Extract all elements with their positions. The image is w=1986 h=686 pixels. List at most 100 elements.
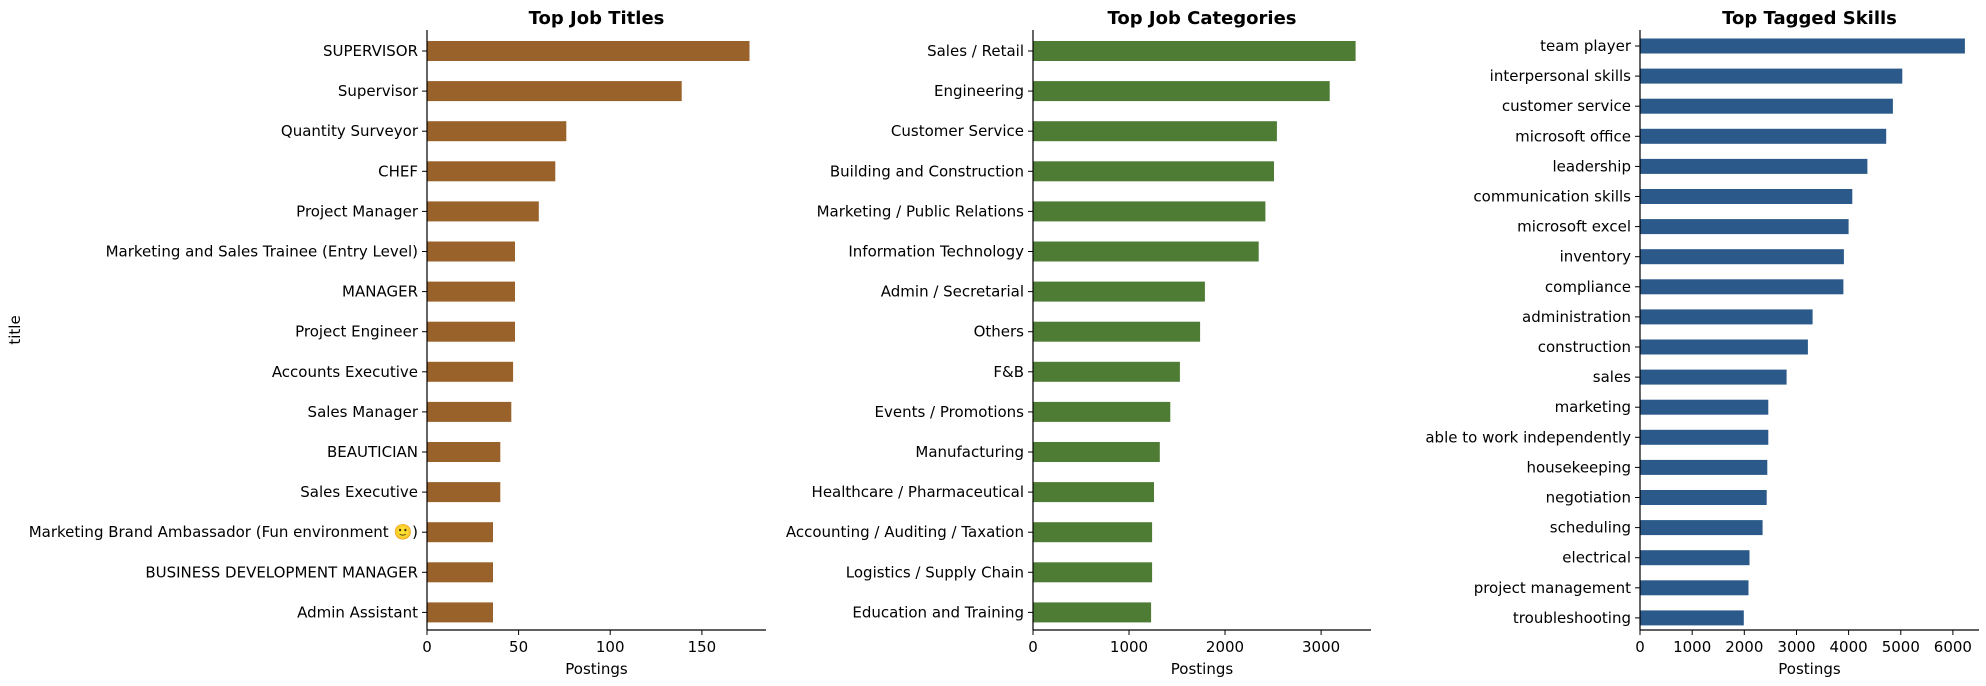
bar-housekeeping	[1640, 459, 1768, 475]
bar-sales-retail	[1033, 41, 1356, 61]
y-tick-label: Sales Manager	[308, 403, 419, 421]
x-tick-label: 6000	[1934, 638, 1972, 656]
chart-title: Top Tagged Skills	[1722, 8, 1897, 29]
bar-business-development-manager	[427, 562, 493, 583]
y-tick-label: MANAGER	[342, 283, 418, 301]
y-tick-label: Customer Service	[891, 122, 1024, 140]
x-tick-label: 100	[596, 638, 625, 656]
y-tick-label: Information Technology	[848, 243, 1024, 261]
y-tick-label: marketing	[1555, 398, 1631, 416]
y-tick-label: customer service	[1502, 97, 1631, 115]
bar-quantity-surveyor	[427, 121, 567, 142]
bar-chef	[427, 161, 556, 182]
bar-marketing-and-sales-trainee-entry-level	[427, 241, 515, 262]
bar-team-player	[1640, 38, 1965, 54]
bar-project-management	[1640, 580, 1749, 596]
y-tick-label: Project Engineer	[295, 323, 419, 341]
bar-supervisor	[427, 41, 750, 61]
y-tick-label: Sales / Retail	[927, 42, 1024, 60]
y-tick-label: Admin Assistant	[297, 603, 418, 621]
bar-engineering	[1033, 81, 1330, 102]
bar-others	[1033, 321, 1201, 342]
y-tick-label: Sales Executive	[300, 483, 418, 501]
y-tick-label: BUSINESS DEVELOPMENT MANAGER	[145, 563, 418, 581]
bar-admin-secretarial	[1033, 281, 1205, 302]
y-tick-label: Marketing / Public Relations	[817, 202, 1025, 220]
bar-microsoft-excel	[1640, 219, 1849, 235]
bar-interpersonal-skills	[1640, 68, 1903, 84]
bar-project-engineer	[427, 321, 515, 342]
chart-panel-3: Top Tagged Skills team player interpersona…	[1425, 8, 1979, 678]
bar-negotiation	[1640, 490, 1767, 505]
bar-marketing-brand-ambassador-fun-environment	[427, 522, 493, 543]
x-tick-label: 2000	[1725, 638, 1763, 656]
y-tick-label: BEAUTICIAN	[327, 443, 418, 461]
bar-manufacturing	[1033, 442, 1160, 462]
bar-electrical	[1640, 550, 1750, 566]
bar-events-promotions	[1033, 401, 1171, 422]
y-tick-label: leadership	[1552, 157, 1631, 175]
y-tick-label: interpersonal skills	[1490, 67, 1631, 85]
y-tick-label: Manufacturing	[915, 443, 1024, 461]
y-tick-label: communication skills	[1473, 188, 1631, 206]
bar-healthcare-pharmaceutical	[1033, 482, 1154, 503]
y-tick-label: administration	[1522, 308, 1631, 326]
bar-manager	[427, 281, 515, 302]
bar-marketing	[1640, 399, 1769, 415]
bar-beautician	[427, 442, 501, 462]
x-tick-label: 1000	[1673, 638, 1711, 656]
x-tick-label: 1000	[1110, 638, 1148, 656]
y-tick-label: construction	[1538, 338, 1631, 356]
x-tick-label: 0	[1635, 638, 1645, 656]
bar-accounting-auditing-taxation	[1033, 522, 1153, 543]
bar-information-technology	[1033, 241, 1259, 262]
y-tick-label: Admin / Secretarial	[881, 283, 1024, 301]
bar-building-and-construction	[1033, 161, 1274, 182]
y-tick-label: Logistics / Supply Chain	[846, 563, 1024, 581]
y-tick-label: Engineering	[934, 82, 1024, 100]
y-tick-label: scheduling	[1550, 519, 1631, 537]
bar-scheduling	[1640, 520, 1763, 536]
y-axis-title: title	[6, 315, 24, 344]
y-tick-label: F&B	[993, 363, 1024, 381]
x-axis-title: Postings	[1171, 660, 1234, 678]
bar-construction	[1640, 339, 1808, 355]
y-tick-label: Marketing Brand Ambassador (Fun environm…	[29, 523, 418, 541]
bar-microsoft-office	[1640, 128, 1887, 144]
y-tick-label: electrical	[1562, 549, 1631, 567]
x-axis-title: Postings	[565, 660, 628, 678]
bar-sales	[1640, 369, 1787, 385]
y-tick-label: project management	[1474, 579, 1631, 597]
bar-project-manager	[427, 201, 539, 222]
y-tick-label: Building and Construction	[830, 162, 1024, 180]
y-tick-label: sales	[1593, 368, 1631, 386]
y-tick-label: Others	[974, 323, 1025, 341]
x-tick-label: 50	[509, 638, 528, 656]
bar-inventory	[1640, 249, 1844, 265]
x-tick-label: 0	[1028, 638, 1038, 656]
y-tick-label: able to work independently	[1425, 428, 1631, 446]
y-tick-label: SUPERVISOR	[323, 42, 418, 60]
x-tick-label: 0	[422, 638, 432, 656]
bar-compliance	[1640, 279, 1844, 295]
y-tick-label: Accounts Executive	[272, 363, 418, 381]
bar-admin-assistant	[427, 602, 493, 623]
x-tick-label: 4000	[1830, 638, 1868, 656]
y-tick-label: inventory	[1560, 248, 1632, 266]
y-tick-label: housekeeping	[1526, 458, 1631, 476]
y-tick-label: Marketing and Sales Trainee (Entry Level…	[106, 243, 418, 261]
y-tick-label: microsoft excel	[1517, 218, 1631, 236]
x-tick-label: 150	[688, 638, 717, 656]
bar-sales-executive	[427, 482, 501, 503]
y-tick-label: Education and Training	[852, 603, 1024, 621]
chart-title: Top Job Categories	[1107, 8, 1296, 29]
bar-customer-service	[1640, 98, 1893, 114]
bar-customer-service	[1033, 121, 1277, 142]
x-axis-title: Postings	[1778, 660, 1841, 678]
y-tick-label: negotiation	[1546, 489, 1631, 507]
bar-accounts-executive	[427, 361, 514, 382]
y-tick-label: Supervisor	[338, 82, 419, 100]
y-tick-label: Events / Promotions	[874, 403, 1024, 421]
bar-education-and-training	[1033, 602, 1152, 623]
bar-f-b	[1033, 361, 1180, 382]
